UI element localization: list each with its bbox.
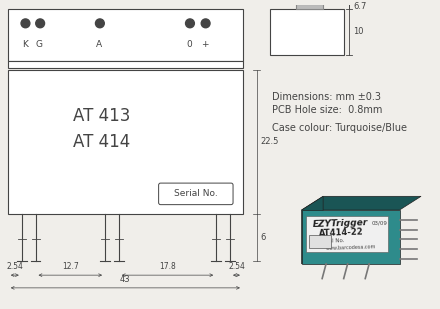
Text: 2.54: 2.54 bbox=[6, 262, 23, 271]
Text: www.barcodesa.com: www.barcodesa.com bbox=[325, 244, 376, 251]
Bar bbox=[8, 70, 243, 214]
Bar bbox=[8, 9, 243, 61]
Text: EZYTrigger: EZYTrigger bbox=[313, 218, 369, 229]
Circle shape bbox=[201, 19, 210, 28]
Polygon shape bbox=[301, 210, 400, 264]
Text: 22.5: 22.5 bbox=[260, 138, 279, 146]
Text: Serial No.: Serial No. bbox=[318, 238, 344, 244]
Polygon shape bbox=[301, 196, 323, 264]
Text: 43: 43 bbox=[120, 275, 131, 284]
Text: AT 414: AT 414 bbox=[73, 133, 130, 151]
Polygon shape bbox=[307, 216, 388, 252]
Bar bbox=[309, 235, 331, 248]
Text: Case colour: Turquoise/Blue: Case colour: Turquoise/Blue bbox=[272, 123, 407, 133]
Text: Dimensions: mm ±0.3: Dimensions: mm ±0.3 bbox=[272, 92, 381, 102]
Bar bbox=[8, 61, 243, 68]
Text: A: A bbox=[96, 40, 102, 49]
Text: 10: 10 bbox=[353, 27, 364, 36]
Text: 6: 6 bbox=[260, 233, 266, 243]
Text: Serial No.: Serial No. bbox=[174, 189, 218, 198]
Circle shape bbox=[95, 19, 104, 28]
Bar bbox=[270, 9, 344, 55]
Polygon shape bbox=[301, 196, 421, 210]
Bar bbox=[296, 4, 323, 9]
Text: +: + bbox=[201, 40, 209, 49]
Text: G: G bbox=[36, 40, 43, 49]
Text: AT414-22: AT414-22 bbox=[318, 228, 363, 238]
Text: 6.7: 6.7 bbox=[353, 2, 367, 11]
Text: PCB Hole size:  0.8mm: PCB Hole size: 0.8mm bbox=[272, 105, 383, 115]
Circle shape bbox=[186, 19, 194, 28]
Text: K: K bbox=[22, 40, 29, 49]
Text: 2.54: 2.54 bbox=[228, 262, 245, 271]
FancyBboxPatch shape bbox=[159, 183, 233, 205]
Circle shape bbox=[21, 19, 30, 28]
Text: 03/09: 03/09 bbox=[372, 221, 388, 226]
Text: 17.8: 17.8 bbox=[159, 262, 176, 271]
Circle shape bbox=[36, 19, 44, 28]
Text: 12.7: 12.7 bbox=[62, 262, 79, 271]
Text: AT 413: AT 413 bbox=[73, 107, 131, 125]
Text: 0: 0 bbox=[186, 40, 192, 49]
